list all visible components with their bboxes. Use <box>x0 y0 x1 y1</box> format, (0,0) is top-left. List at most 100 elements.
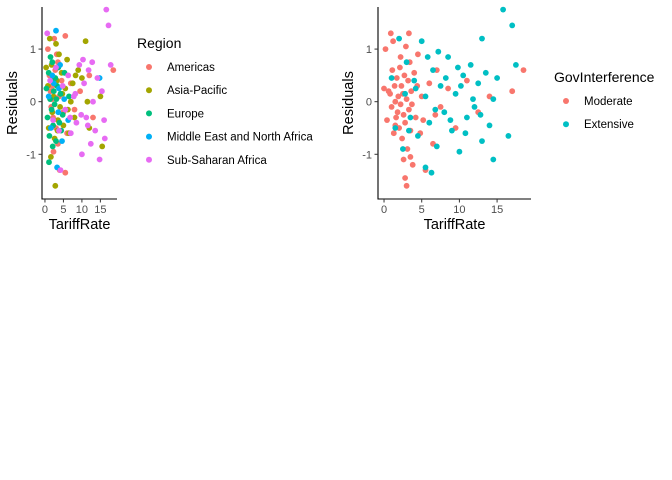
data-point <box>411 77 418 84</box>
x-tick-label: 5 <box>419 204 425 216</box>
data-point <box>424 54 431 60</box>
data-point <box>398 83 405 89</box>
data-point <box>393 75 400 81</box>
data-point <box>85 67 92 73</box>
data-point <box>67 98 74 105</box>
data-point <box>50 88 57 95</box>
x-tick-label: 10 <box>453 204 465 216</box>
data-point <box>45 93 52 100</box>
data-point <box>44 114 51 121</box>
data-point <box>46 133 53 139</box>
data-point <box>107 62 114 68</box>
data-point <box>87 140 94 147</box>
data-point <box>447 117 454 123</box>
legend-key <box>146 87 152 94</box>
chart-panel-govinterference: 0 5 10 15 -1 0 1 TariffRate Residuals GovInterfer… <box>341 6 655 233</box>
data-point <box>80 56 86 63</box>
data-point <box>50 148 57 155</box>
legend-title: Region <box>137 35 181 51</box>
data-point <box>61 96 68 102</box>
data-point <box>407 114 414 121</box>
data-point <box>382 46 389 52</box>
data-point <box>45 46 51 52</box>
data-point <box>520 67 527 73</box>
y-tick-label: -1 <box>26 149 36 161</box>
data-point <box>426 80 433 87</box>
data-point <box>467 62 474 68</box>
data-point <box>82 38 89 45</box>
data-point <box>400 111 407 118</box>
data-point <box>458 83 464 89</box>
data-point <box>400 156 407 163</box>
data-point <box>53 138 59 145</box>
data-point <box>420 117 427 123</box>
data-point <box>51 35 58 42</box>
data-point <box>500 6 506 13</box>
data-point <box>412 114 419 121</box>
data-point <box>84 122 91 129</box>
data-point <box>490 96 497 102</box>
data-point <box>76 62 83 68</box>
data-point <box>59 83 66 89</box>
data-point <box>48 106 55 113</box>
data-point <box>59 138 65 145</box>
data-point <box>399 135 405 142</box>
data-point <box>411 69 418 76</box>
data-point <box>57 90 64 97</box>
data-point <box>81 80 87 87</box>
legend-label: Asia-Pacific <box>167 85 227 97</box>
data-point <box>71 106 78 113</box>
data-point <box>51 101 58 108</box>
x-tick-label: 15 <box>491 204 503 216</box>
data-point <box>86 72 93 79</box>
data-point <box>67 130 74 137</box>
data-point <box>403 182 410 189</box>
x-axis-title: TariffRate <box>49 217 111 233</box>
data-point <box>445 54 451 60</box>
data-point <box>433 143 440 150</box>
legend-key <box>563 98 569 104</box>
data-point <box>405 77 411 84</box>
legend-label: Sub-Saharan Africa <box>167 155 267 167</box>
x-tick-label: 0 <box>42 204 48 216</box>
data-point <box>403 43 409 50</box>
data-point <box>402 175 408 181</box>
data-point <box>388 75 395 81</box>
data-point <box>409 101 415 108</box>
data-point <box>406 127 412 134</box>
data-point <box>90 114 96 121</box>
legend-label: Extensive <box>584 119 634 131</box>
data-point <box>432 106 439 113</box>
data-point <box>415 51 421 58</box>
data-point <box>402 119 408 126</box>
data-point <box>470 96 476 102</box>
data-point <box>66 93 72 100</box>
data-point <box>50 117 56 123</box>
data-point <box>394 109 401 116</box>
x-tick-label: 15 <box>94 204 106 216</box>
data-point <box>62 33 69 39</box>
y-tick-label: 0 <box>366 97 372 109</box>
data-point <box>435 48 442 55</box>
data-point <box>101 117 107 123</box>
y-axis-title: Residuals <box>5 71 21 135</box>
data-point <box>94 75 101 81</box>
data-point <box>97 93 104 100</box>
data-point <box>57 167 64 174</box>
data-point <box>55 109 62 116</box>
data-point <box>412 85 419 92</box>
data-point <box>397 64 403 71</box>
x-tick-label: 5 <box>60 204 66 216</box>
y-axis-title: Residuals <box>341 71 357 135</box>
legend-label: Moderate <box>584 96 633 108</box>
legend-label: Middle East and North Africa <box>167 132 313 144</box>
data-point <box>464 114 470 121</box>
data-point <box>99 143 106 150</box>
data-point <box>404 146 411 152</box>
data-point <box>479 35 485 42</box>
data-point <box>64 56 70 63</box>
data-point <box>397 54 404 60</box>
data-point <box>103 6 110 13</box>
data-point <box>422 93 429 100</box>
legend-label: Americas <box>167 62 215 74</box>
